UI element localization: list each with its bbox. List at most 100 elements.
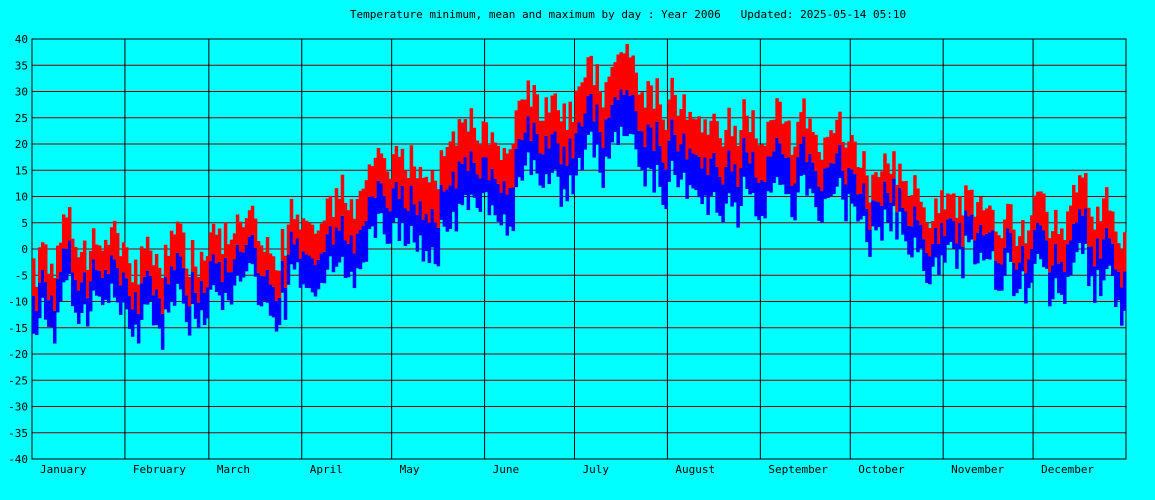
max-bar <box>406 177 411 211</box>
max-bar <box>109 227 114 256</box>
min-bar <box>160 313 165 350</box>
max-bar <box>601 107 605 148</box>
max-bar <box>973 216 977 241</box>
max-bar <box>829 130 833 164</box>
min-bar <box>811 162 815 194</box>
min-bar <box>325 234 330 270</box>
max-bar <box>133 259 138 293</box>
min-bar <box>379 183 384 214</box>
x-tick-label: October <box>858 463 905 476</box>
min-bar <box>973 240 977 265</box>
min-bar <box>502 181 507 215</box>
min-bar <box>787 157 791 195</box>
max-bar <box>1030 215 1034 250</box>
max-bar <box>304 220 309 255</box>
max-bar <box>1015 245 1019 270</box>
max-bar <box>202 260 207 293</box>
max-bar <box>478 144 483 179</box>
min-bar <box>694 154 698 191</box>
min-bar <box>712 152 716 193</box>
max-bar <box>184 268 189 296</box>
min-bar <box>928 256 932 285</box>
max-bar <box>163 244 168 278</box>
min-bar <box>658 145 662 187</box>
min-bar <box>334 227 339 267</box>
min-bar <box>877 202 881 228</box>
min-bar <box>595 104 599 145</box>
max-bar <box>544 97 549 136</box>
max-bar <box>442 156 447 192</box>
max-bar <box>1063 239 1067 272</box>
max-bar <box>694 119 698 155</box>
max-bar <box>622 53 626 95</box>
max-bar <box>1096 206 1100 239</box>
min-bar <box>772 151 776 183</box>
min-bar <box>886 192 890 223</box>
min-bar <box>508 187 513 227</box>
max-bar <box>32 258 36 297</box>
max-bar <box>721 146 725 185</box>
min-bar <box>1027 259 1031 289</box>
min-bar <box>376 180 381 214</box>
max-bar <box>433 180 438 223</box>
max-bar <box>574 90 579 134</box>
max-bar <box>439 150 444 185</box>
min-bar <box>211 254 216 286</box>
max-bar <box>733 125 737 165</box>
min-bar <box>514 148 519 188</box>
min-bar <box>355 233 360 269</box>
max-bar <box>1003 219 1007 248</box>
min-bar <box>841 170 845 200</box>
min-bar <box>733 164 737 203</box>
min-bar <box>622 94 626 137</box>
max-bar <box>691 118 695 154</box>
max-bar <box>328 195 333 227</box>
min-bar <box>730 171 734 207</box>
min-bar <box>1000 264 1004 291</box>
min-bar <box>184 295 189 323</box>
max-bar <box>577 86 581 123</box>
min-bar <box>805 162 809 196</box>
min-bar <box>172 270 177 306</box>
min-bar <box>337 230 342 263</box>
min-bar <box>763 182 767 219</box>
max-bar <box>469 108 474 152</box>
min-bar <box>124 278 129 310</box>
y-axis: 40 35 30 25 20 15 10 5 0 -5 -10 -15 -20 -25 -30 -35 -40 <box>8 33 28 466</box>
max-bar <box>106 244 111 274</box>
min-bar <box>823 168 827 200</box>
min-bar <box>664 169 668 210</box>
min-bar <box>373 197 378 238</box>
max-bar <box>463 119 468 158</box>
max-bar <box>766 121 770 157</box>
max-bar <box>1024 243 1028 274</box>
min-bar <box>370 196 375 227</box>
min-bar <box>922 239 926 272</box>
min-bar <box>109 255 114 284</box>
max-bar <box>151 265 156 296</box>
min-bar <box>859 193 863 220</box>
max-bar <box>628 57 632 96</box>
max-bar <box>799 112 803 145</box>
max-bar <box>529 106 534 141</box>
min-bar <box>550 134 555 173</box>
max-bar <box>277 270 282 298</box>
max-bar <box>547 112 552 149</box>
min-bar <box>526 116 531 153</box>
min-bar <box>295 238 300 263</box>
max-bar <box>514 110 519 149</box>
max-bar <box>370 166 375 197</box>
max-bar <box>319 223 324 254</box>
min-bar <box>961 246 965 279</box>
min-bar <box>232 259 237 286</box>
max-bar <box>127 263 132 297</box>
min-bar <box>511 187 516 232</box>
min-bar <box>313 265 318 297</box>
max-bar <box>196 277 201 303</box>
max-bar <box>1054 209 1058 245</box>
max-bar <box>397 156 402 199</box>
min-bar <box>532 122 537 161</box>
max-bar <box>619 52 623 90</box>
max-bar <box>91 228 96 260</box>
max-bar <box>661 119 665 163</box>
